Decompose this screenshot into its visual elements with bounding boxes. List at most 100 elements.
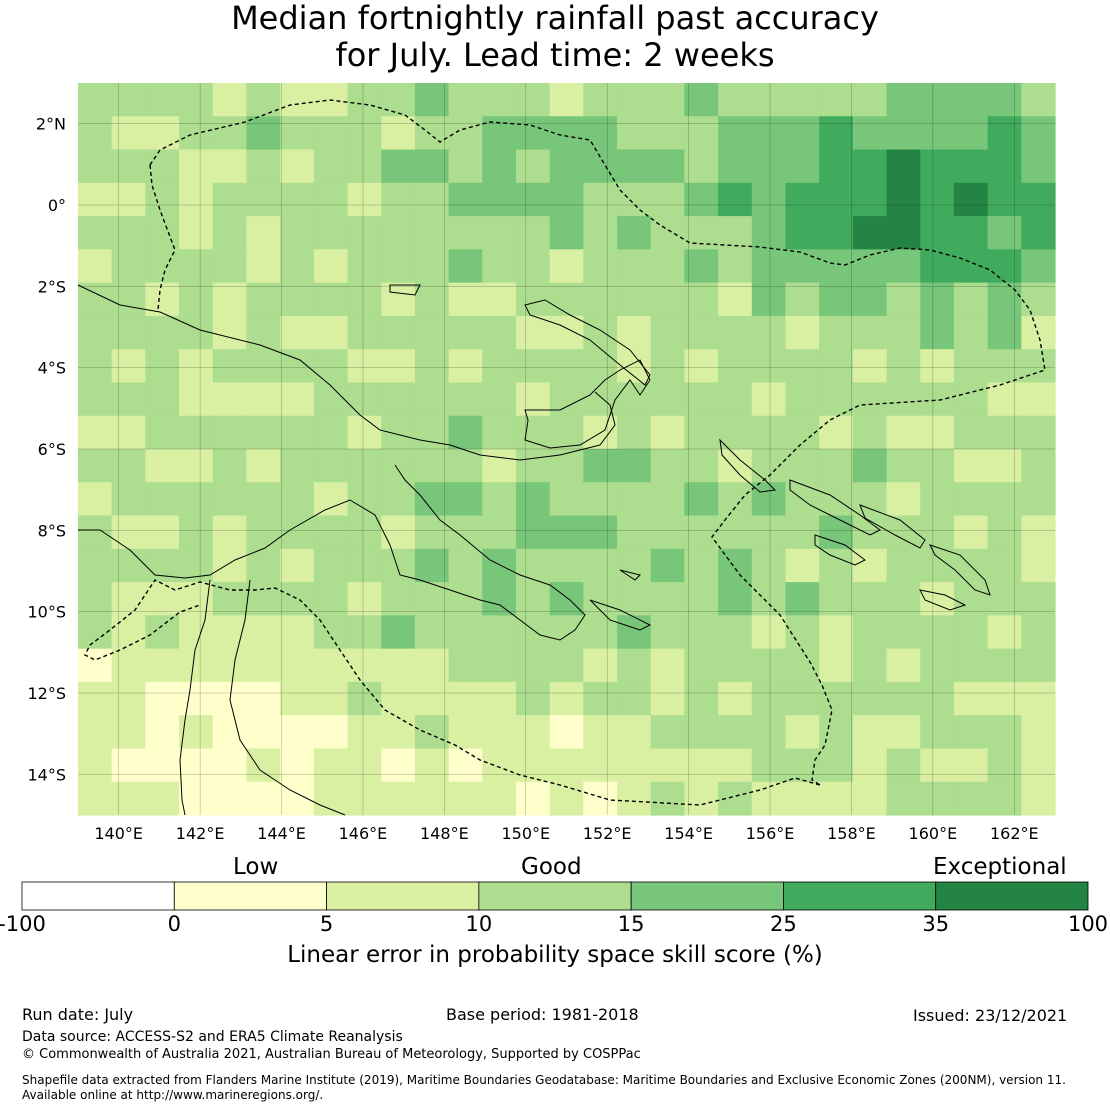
skill-cell <box>347 216 382 250</box>
skill-cell <box>751 681 787 716</box>
skill-cell <box>920 582 955 616</box>
skill-cell <box>482 681 517 716</box>
skill-cell <box>246 315 281 350</box>
skill-cell <box>280 149 315 184</box>
skill-cell <box>617 382 652 417</box>
skill-cell <box>718 149 753 184</box>
skill-cell <box>549 216 584 250</box>
skill-cell <box>347 83 382 117</box>
skill-cell <box>78 715 113 750</box>
skill-cell <box>987 182 1022 217</box>
colorbar-bin <box>783 881 937 911</box>
skill-cell <box>246 182 281 217</box>
skill-cell <box>684 582 719 616</box>
skill-cell <box>448 748 483 783</box>
skill-cell <box>549 315 584 350</box>
skill-cell <box>819 748 854 783</box>
skill-cell <box>718 748 753 783</box>
colorbar-tick-label: 100 <box>1067 912 1109 936</box>
skill-cell <box>718 648 753 683</box>
skill-cell <box>145 781 180 816</box>
skill-cell <box>617 83 652 117</box>
skill-cell <box>650 748 686 783</box>
lon-tick-label: 140°E <box>94 824 143 843</box>
skill-cell <box>684 482 719 517</box>
skill-cell <box>1021 748 1056 783</box>
skill-cell <box>718 116 753 151</box>
skill-cell <box>111 415 146 450</box>
skill-cell <box>583 149 618 184</box>
skill-cell <box>78 349 113 384</box>
skill-cell <box>920 515 955 550</box>
skill-cell <box>313 282 349 317</box>
skill-cell <box>751 648 787 683</box>
longitude-tick-labels: 140°E 142°E 144°E 146°E 148°E 150°E 152°E 154°E… <box>94 824 1038 843</box>
skill-cell <box>718 182 753 217</box>
colorbar-tick-label: -100 <box>0 912 46 936</box>
skill-cell <box>347 282 382 317</box>
skill-cell <box>381 116 416 151</box>
skill-cell <box>414 216 450 250</box>
skill-cell <box>920 748 955 783</box>
skill-cell <box>650 249 686 284</box>
skill-cell <box>111 615 146 650</box>
skill-cell <box>852 582 888 616</box>
skill-cell <box>145 482 180 517</box>
skill-cell <box>381 515 416 550</box>
skill-cell <box>482 315 517 350</box>
skill-cell <box>246 781 281 816</box>
skill-cell <box>280 615 315 650</box>
skill-cell <box>313 315 349 350</box>
skill-cell <box>111 249 146 284</box>
skill-cell <box>280 216 315 250</box>
skill-cell <box>583 349 618 384</box>
skill-cell <box>515 515 551 550</box>
skill-cell <box>313 349 349 384</box>
skill-cell <box>785 282 820 317</box>
skill-cell <box>280 715 315 750</box>
skill-cell <box>953 449 989 483</box>
skill-cell <box>650 515 686 550</box>
skill-cell <box>212 449 248 483</box>
skill-cell <box>347 615 382 650</box>
skill-cell <box>280 482 315 517</box>
skill-cell <box>448 249 483 284</box>
skill-cell <box>448 515 483 550</box>
skill-cell <box>381 482 416 517</box>
skill-cell <box>313 681 349 716</box>
skill-cell <box>684 781 719 816</box>
skill-cell <box>482 382 517 417</box>
skill-cell <box>751 315 787 350</box>
skill-cell <box>583 648 618 683</box>
skill-cell <box>246 482 281 517</box>
skill-cell <box>111 315 146 350</box>
skill-cell <box>549 249 584 284</box>
skill-cell <box>212 715 248 750</box>
colorbar-bin <box>326 881 480 911</box>
skill-cell <box>583 116 618 151</box>
skill-cell <box>145 315 180 350</box>
skill-cell <box>515 748 551 783</box>
skill-cell <box>785 648 820 683</box>
skill-cell <box>212 315 248 350</box>
skill-cell <box>987 548 1022 583</box>
skill-cell <box>751 781 787 816</box>
skill-cell <box>1021 315 1056 350</box>
skill-cell <box>313 615 349 650</box>
skill-cell <box>381 748 416 783</box>
skill-cell <box>448 449 483 483</box>
skill-cell <box>246 116 281 151</box>
skill-cell <box>549 349 584 384</box>
skill-cell <box>751 582 787 616</box>
skill-cell <box>1021 249 1056 284</box>
lon-tick-label: 160°E <box>909 824 958 843</box>
skill-cell <box>819 648 854 683</box>
skill-cell <box>515 781 551 816</box>
chart-title: Median fortnightly rainfall past accurac… <box>0 0 1110 74</box>
skill-cell <box>718 349 753 384</box>
skill-cell <box>583 282 618 317</box>
skill-cell <box>987 249 1022 284</box>
skill-cell <box>886 216 921 250</box>
skill-cell <box>414 116 450 151</box>
skill-cell <box>751 615 787 650</box>
